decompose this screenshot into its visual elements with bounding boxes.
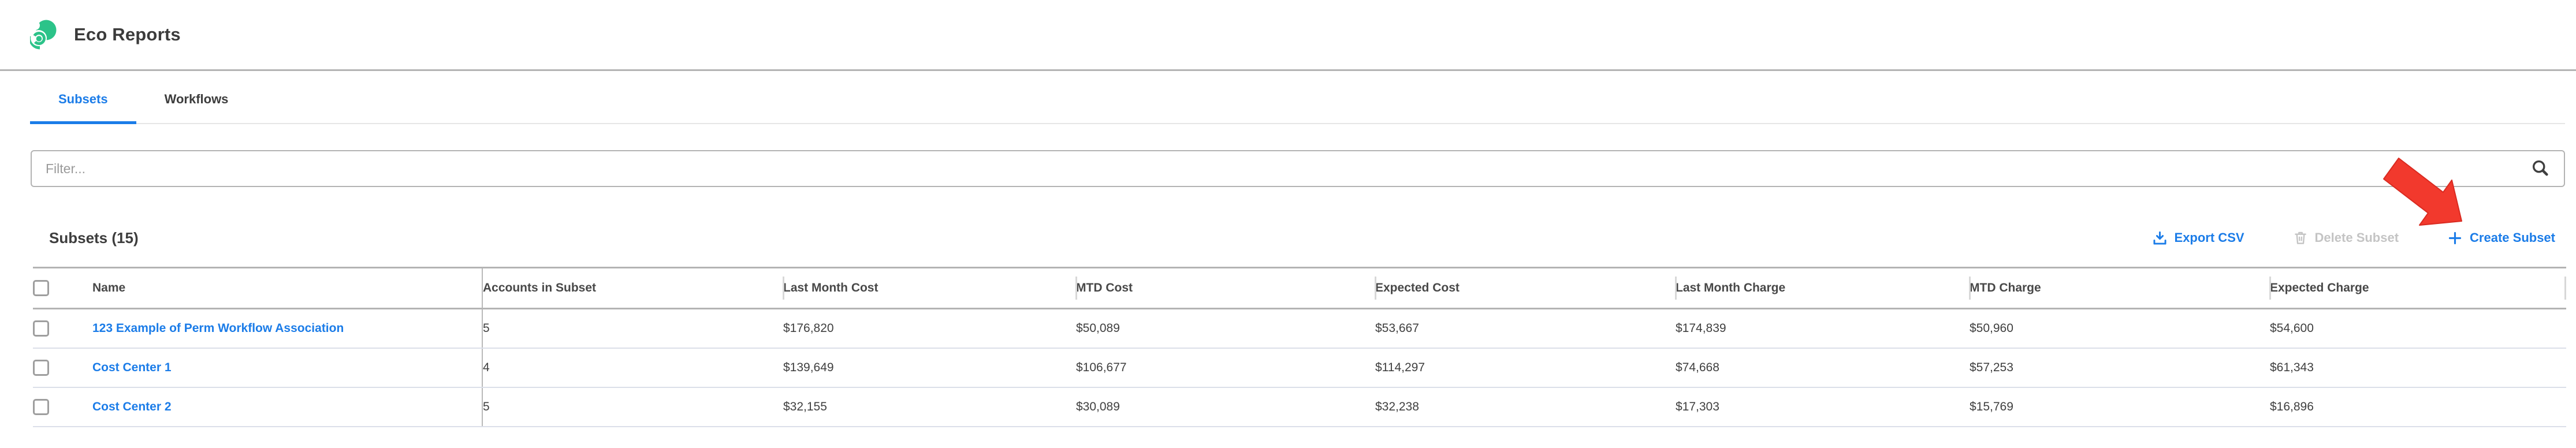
cell-expected-cost: $32,238	[1375, 387, 1676, 427]
create-subset-button[interactable]: Create Subset	[2447, 230, 2555, 246]
cell-mtd-charge: $57,253	[1970, 348, 2270, 388]
column-header-accounts[interactable]: Accounts in Subset	[482, 267, 783, 309]
select-all-cell	[33, 267, 92, 309]
eco-logo-icon	[30, 20, 57, 50]
delete-subset-button[interactable]: Delete Subset	[2293, 230, 2399, 245]
cell-last-month-cost: $32,155	[783, 387, 1076, 427]
export-csv-label: Export CSV	[2174, 230, 2244, 245]
cell-name: Cost Center 2	[92, 387, 483, 427]
subset-name-link[interactable]: 123 Example of Perm Workflow Association	[92, 322, 344, 335]
cell-mtd-cost: $50,089	[1076, 308, 1375, 349]
subset-name-link[interactable]: Cost Center 2	[92, 400, 172, 413]
cell-expected-charge: $54,600	[2270, 308, 2566, 349]
tab-workflows[interactable]: Workflows	[136, 71, 257, 123]
page-title: Eco Reports	[74, 24, 181, 44]
column-header-mtd-charge[interactable]: MTD Charge	[1969, 267, 2270, 309]
select-all-checkbox[interactable]	[33, 280, 49, 296]
download-icon	[2153, 231, 2166, 245]
table-header-row: Name Accounts in Subset Last Month Cost …	[33, 267, 2566, 309]
cell-accounts: 5	[482, 387, 783, 427]
tab-subsets[interactable]: Subsets	[30, 71, 136, 124]
tab-subsets-label: Subsets	[58, 92, 108, 106]
tab-workflows-label: Workflows	[164, 92, 229, 106]
column-header-expected-charge[interactable]: Expected Charge	[2269, 267, 2566, 309]
row-checkbox[interactable]	[33, 399, 49, 415]
cell-last-month-cost: $139,649	[783, 348, 1076, 388]
cell-accounts: 5	[482, 308, 783, 349]
table-row: Cost Center 2 5 $32,155 $30,089 $32,238 …	[33, 387, 2566, 427]
cell-mtd-cost: $106,677	[1076, 348, 1375, 388]
subsets-count-heading: Subsets (15)	[49, 229, 139, 247]
table-row: Cost Center 1 4 $139,649 $106,677 $114,2…	[33, 348, 2566, 388]
cell-name: 123 Example of Perm Workflow Association	[92, 308, 483, 349]
cell-expected-charge: $61,343	[2270, 348, 2566, 388]
cell-accounts: 4	[482, 348, 783, 388]
column-header-last-month-charge[interactable]: Last Month Charge	[1675, 267, 1970, 309]
tab-bar: Subsets Workflows	[30, 71, 2565, 124]
cell-mtd-cost: $30,089	[1076, 387, 1375, 427]
column-header-mtd-cost[interactable]: MTD Cost	[1075, 267, 1375, 309]
cell-last-month-charge: $74,668	[1676, 348, 1970, 388]
search-icon[interactable]	[2530, 159, 2550, 178]
row-checkbox-cell	[33, 308, 92, 349]
app-header: Eco Reports	[0, 0, 2576, 71]
delete-subset-label: Delete Subset	[2314, 230, 2399, 245]
subsets-table: Name Accounts in Subset Last Month Cost …	[33, 267, 2566, 427]
cell-mtd-charge: $15,769	[1970, 387, 2270, 427]
subsets-table-container: Name Accounts in Subset Last Month Cost …	[33, 267, 2566, 427]
row-checkbox[interactable]	[33, 320, 49, 337]
subset-name-link[interactable]: Cost Center 1	[92, 361, 172, 374]
cell-expected-charge: $16,896	[2270, 387, 2566, 427]
row-checkbox[interactable]	[33, 360, 49, 376]
column-header-name[interactable]: Name	[92, 267, 483, 309]
cell-name: Cost Center 1	[92, 348, 483, 388]
cell-mtd-charge: $50,960	[1970, 308, 2270, 349]
cell-last-month-charge: $174,839	[1676, 308, 1970, 349]
row-checkbox-cell	[33, 348, 92, 388]
column-header-expected-cost[interactable]: Expected Cost	[1375, 267, 1676, 309]
trash-icon	[2294, 232, 2306, 244]
filter-bar	[31, 150, 2565, 187]
create-subset-label: Create Subset	[2470, 230, 2555, 245]
subsets-toolbar: Subsets (15) Export CSV Delete Subset	[49, 226, 2555, 249]
table-row: 123 Example of Perm Workflow Association…	[33, 308, 2566, 349]
cell-last-month-cost: $176,820	[783, 308, 1076, 349]
column-header-last-month-cost[interactable]: Last Month Cost	[783, 267, 1076, 309]
export-csv-button[interactable]: Export CSV	[2152, 230, 2244, 246]
plus-icon	[2448, 232, 2462, 244]
cell-last-month-charge: $17,303	[1676, 387, 1970, 427]
row-checkbox-cell	[33, 387, 92, 427]
toolbar-actions: Export CSV Delete Subset Create Subset	[2152, 230, 2555, 246]
filter-input[interactable]	[31, 150, 2565, 187]
cell-expected-cost: $53,667	[1375, 308, 1676, 349]
cell-expected-cost: $114,297	[1375, 348, 1676, 388]
